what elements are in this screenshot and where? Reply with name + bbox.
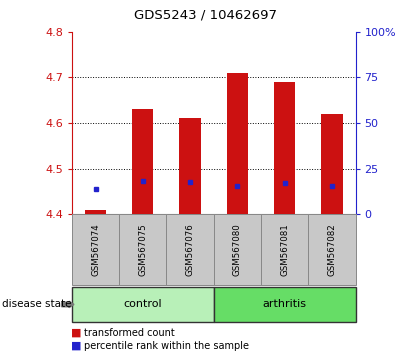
Text: GSM567074: GSM567074 [91, 223, 100, 276]
Bar [227, 73, 248, 214]
Text: GSM567080: GSM567080 [233, 223, 242, 276]
Bar [180, 119, 201, 214]
Text: GDS5243 / 10462697: GDS5243 / 10462697 [134, 9, 277, 22]
Text: GSM567076: GSM567076 [186, 223, 194, 276]
Bar [274, 82, 295, 214]
Text: percentile rank within the sample: percentile rank within the sample [84, 341, 249, 351]
Bar [321, 114, 342, 214]
Text: arthritis: arthritis [263, 299, 307, 309]
Text: ■: ■ [71, 328, 81, 338]
Bar [132, 109, 153, 214]
Bar [85, 210, 106, 214]
Text: control: control [124, 299, 162, 309]
Text: GSM567081: GSM567081 [280, 223, 289, 276]
Text: transformed count: transformed count [84, 328, 175, 338]
Text: GSM567075: GSM567075 [139, 223, 147, 276]
Text: ■: ■ [71, 341, 81, 351]
Text: disease state: disease state [2, 299, 72, 309]
Text: GSM567082: GSM567082 [328, 223, 336, 276]
